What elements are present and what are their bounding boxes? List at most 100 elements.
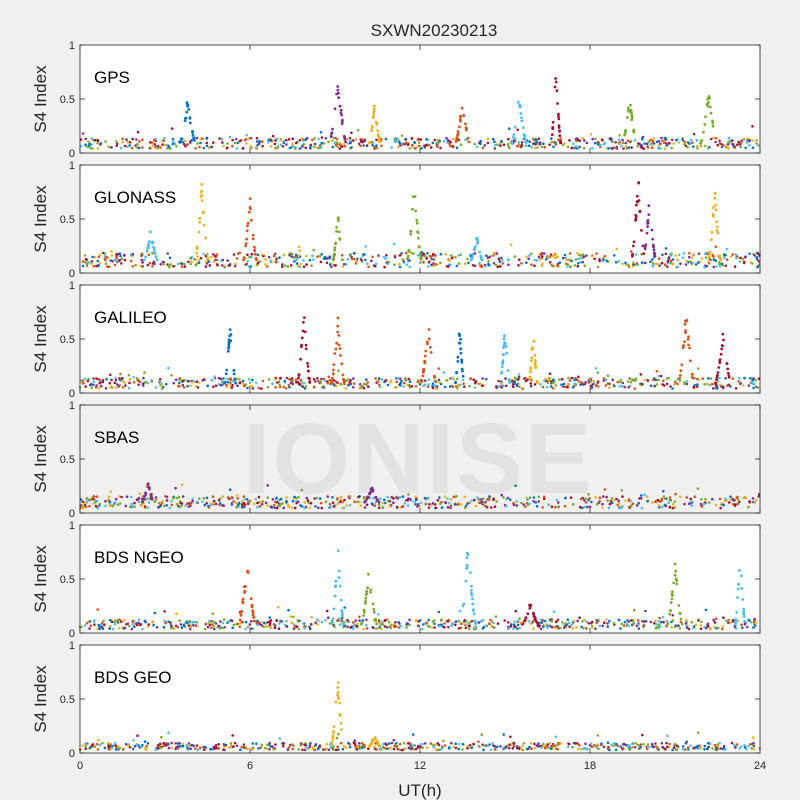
data-point — [659, 620, 663, 624]
spike-point — [479, 254, 483, 258]
data-point — [678, 379, 682, 383]
data-point — [304, 146, 308, 150]
data-point — [655, 140, 659, 144]
spike-point — [418, 251, 422, 255]
data-point — [233, 741, 237, 745]
data-point — [319, 146, 323, 149]
spike-point — [419, 253, 422, 257]
y-axis-label: S4 Index — [31, 305, 50, 373]
data-point — [587, 381, 591, 384]
spike-point — [340, 122, 344, 126]
data-point — [754, 624, 757, 627]
data-point — [118, 746, 122, 750]
data-point — [589, 133, 593, 136]
data-point — [685, 259, 688, 263]
data-point — [449, 504, 453, 508]
data-point — [207, 505, 210, 508]
data-point — [308, 258, 312, 262]
spike-point — [716, 231, 720, 235]
spike-point — [700, 139, 703, 143]
data-point — [350, 146, 353, 149]
data-point — [123, 626, 127, 630]
data-point — [393, 138, 397, 141]
data-point — [463, 495, 467, 499]
spike-point — [339, 598, 343, 602]
data-point — [217, 743, 220, 746]
data-point — [240, 503, 244, 506]
data-point — [139, 264, 142, 268]
data-point — [596, 265, 600, 269]
data-point — [629, 380, 633, 384]
data-point — [661, 253, 664, 257]
data-point — [655, 370, 659, 373]
data-point — [619, 378, 623, 382]
data-point — [320, 506, 324, 510]
data-point — [445, 379, 449, 382]
data-point — [345, 504, 348, 507]
spike-point — [469, 258, 473, 262]
data-point — [643, 142, 646, 145]
spike-point — [375, 122, 379, 126]
data-point — [246, 625, 250, 629]
spike-point — [510, 141, 514, 145]
y-tick-label: 0.5 — [60, 694, 75, 706]
data-point — [714, 259, 718, 263]
data-point — [363, 139, 366, 143]
data-point — [383, 618, 387, 622]
data-point — [392, 242, 396, 246]
data-point — [541, 385, 545, 389]
data-point — [430, 257, 434, 261]
data-point — [81, 379, 85, 382]
data-point — [757, 377, 761, 381]
data-point — [446, 141, 449, 144]
data-point — [236, 622, 240, 626]
data-point — [91, 497, 95, 501]
data-point — [163, 619, 166, 623]
data-point — [454, 746, 458, 750]
data-point — [427, 143, 431, 147]
spike-point — [736, 587, 740, 591]
data-point — [175, 496, 178, 500]
data-point — [527, 257, 530, 261]
data-point — [212, 260, 216, 264]
data-point — [734, 256, 738, 260]
data-point — [637, 623, 640, 626]
spike-point — [185, 110, 189, 114]
data-point — [269, 138, 273, 142]
data-point — [654, 742, 657, 745]
spike-point — [191, 133, 195, 137]
spike-point — [653, 252, 656, 256]
data-point — [541, 506, 544, 509]
data-point — [526, 503, 530, 507]
spike-point — [707, 258, 710, 262]
data-point — [197, 258, 201, 262]
data-point — [538, 258, 542, 261]
spike-point — [532, 612, 535, 616]
spike-point — [336, 549, 340, 552]
data-point — [302, 139, 305, 143]
data-point — [568, 265, 572, 269]
data-point — [103, 746, 107, 750]
spike-point — [670, 597, 674, 601]
data-point — [432, 252, 435, 256]
data-point — [607, 506, 611, 510]
data-point — [126, 145, 129, 149]
scatter-points — [81, 181, 761, 269]
data-point — [365, 618, 368, 622]
data-point — [95, 264, 98, 268]
spike-point — [223, 380, 227, 384]
data-point — [520, 143, 524, 147]
data-point — [271, 382, 274, 386]
data-point — [361, 619, 365, 622]
data-point — [136, 130, 140, 134]
data-point — [507, 627, 510, 630]
data-point — [751, 382, 754, 386]
data-point — [281, 745, 285, 748]
data-point — [704, 497, 707, 501]
data-point — [97, 263, 100, 267]
data-point — [140, 745, 143, 749]
data-point — [456, 503, 460, 506]
data-point — [163, 504, 166, 508]
data-point — [477, 382, 480, 386]
data-point — [637, 501, 640, 505]
